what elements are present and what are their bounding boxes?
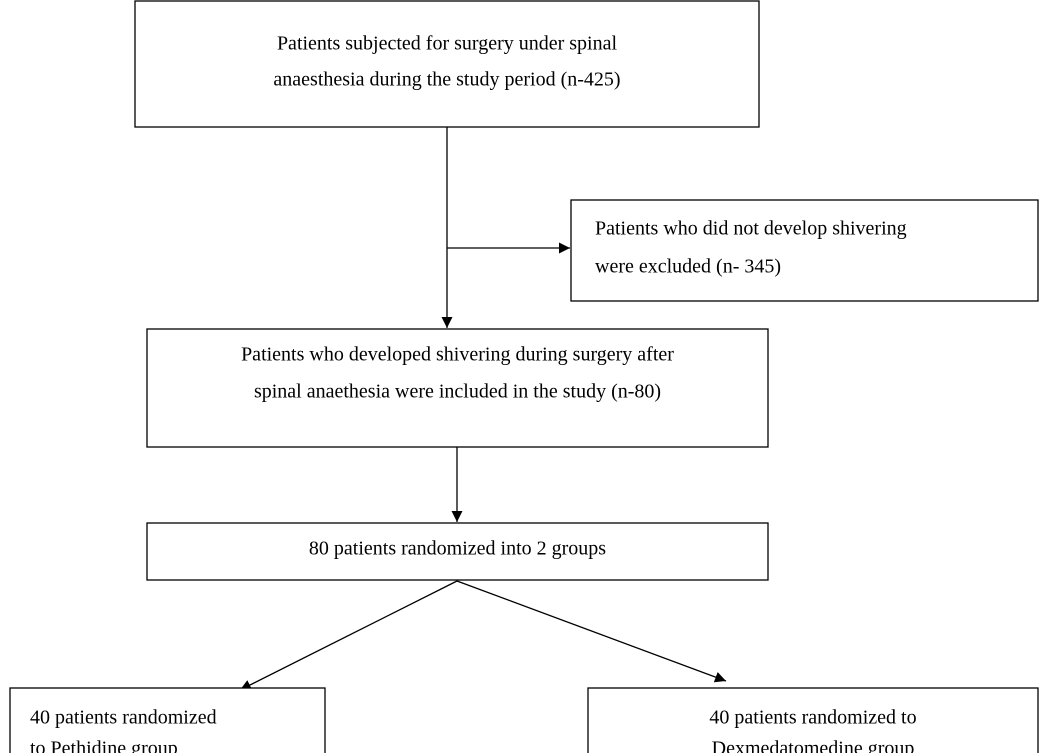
edges	[239, 127, 727, 691]
node-box	[146, 328, 769, 448]
node-box	[134, 0, 760, 128]
node-text: spinal anaethesia were included in the s…	[254, 381, 661, 403]
node-text: were excluded (n- 345)	[595, 256, 781, 278]
node-text: Dexmedatomedine group	[712, 738, 915, 753]
node-text: anaesthesia during the study period (n-4…	[273, 69, 620, 91]
nodes: Patients subjected for surgery under spi…	[9, 0, 1039, 753]
node-text: Patients who did not develop shivering	[595, 218, 907, 240]
node-box	[587, 687, 1039, 753]
node-box	[570, 199, 1039, 302]
node-text: 80 patients randomized into 2 groups	[309, 538, 606, 560]
node-text: 40 patients randomized to	[709, 707, 916, 729]
arrow	[239, 580, 458, 691]
node-text: Patients subjected for surgery under spi…	[277, 33, 618, 55]
node-text: to Pethidine group	[30, 738, 178, 753]
node-text: 40 patients randomized	[30, 707, 217, 729]
arrow	[456, 580, 727, 683]
node-box	[9, 687, 326, 753]
node-text: Patients who developed shivering during …	[241, 344, 674, 366]
node-box	[146, 522, 769, 581]
